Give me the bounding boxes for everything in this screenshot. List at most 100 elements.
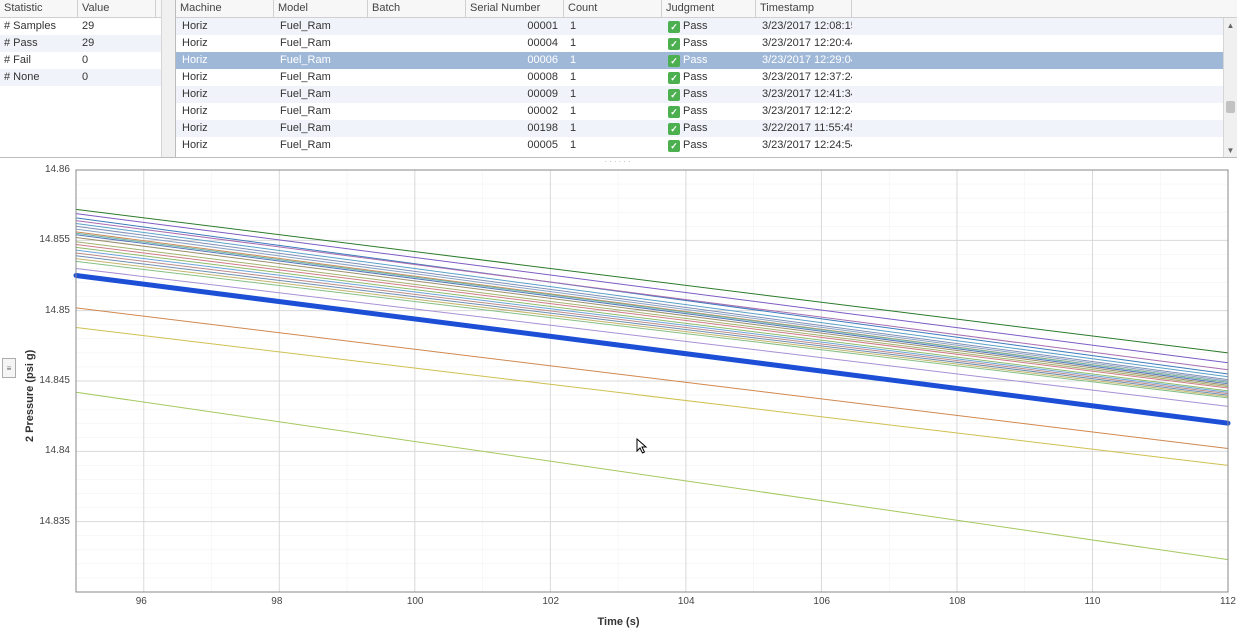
table-cell: 1: [564, 69, 662, 86]
x-tick-label: 108: [949, 596, 966, 607]
data-col-filler: [852, 0, 1237, 17]
table-row[interactable]: HorizFuel_Ram000021✓Pass3/23/2017 12:12:…: [176, 103, 1237, 120]
check-icon: ✓: [668, 55, 680, 67]
table-cell: ✓Pass: [662, 103, 756, 120]
judgment-text: Pass: [683, 137, 707, 154]
check-icon: ✓: [668, 89, 680, 101]
table-row[interactable]: HorizFuel_Ram001981✓Pass3/22/2017 11:55:…: [176, 120, 1237, 137]
table-cell: Fuel_Ram: [274, 52, 368, 69]
table-cell: 3/23/2017 12:29:04...: [756, 52, 852, 69]
stats-row[interactable]: # None0: [0, 69, 175, 86]
table-cell-filler: [852, 18, 1237, 35]
stats-cell-statistic: # Pass: [0, 35, 78, 52]
table-cell-filler: [852, 137, 1237, 154]
table-cell: 1: [564, 120, 662, 137]
table-cell: 1: [564, 103, 662, 120]
check-icon: ✓: [668, 21, 680, 33]
table-cell: [368, 52, 466, 69]
data-col-batch[interactable]: Batch: [368, 0, 466, 17]
table-cell: Horiz: [176, 35, 274, 52]
data-scrollbar[interactable]: ▲ ▼: [1223, 18, 1237, 157]
table-cell: [368, 137, 466, 154]
table-cell: Fuel_Ram: [274, 86, 368, 103]
x-tick-label: 96: [136, 596, 147, 607]
data-body: HorizFuel_Ram000011✓Pass3/23/2017 12:08:…: [176, 18, 1237, 157]
data-col-machine[interactable]: Machine: [176, 0, 274, 17]
stats-header: Statistic Value: [0, 0, 175, 18]
y-tick-label: 14.85: [30, 305, 70, 316]
table-row[interactable]: HorizFuel_Ram000041✓Pass3/23/2017 12:20:…: [176, 35, 1237, 52]
judgment-text: Pass: [683, 86, 707, 103]
data-col-count[interactable]: Count: [564, 0, 662, 17]
table-cell: Fuel_Ram: [274, 120, 368, 137]
x-tick-label: 106: [813, 596, 830, 607]
x-axis-label: Time (s): [598, 616, 640, 628]
table-cell: [368, 86, 466, 103]
stats-panel: Statistic Value # Samples29# Pass29# Fai…: [0, 0, 176, 157]
stats-row[interactable]: # Fail0: [0, 52, 175, 69]
x-tick-label: 98: [271, 596, 282, 607]
y-tick-label: 14.855: [30, 234, 70, 245]
judgment-text: Pass: [683, 69, 707, 86]
data-col-timestamp[interactable]: Timestamp: [756, 0, 852, 17]
scroll-down-icon[interactable]: ▼: [1224, 143, 1237, 157]
table-row[interactable]: HorizFuel_Ram000011✓Pass3/23/2017 12:08:…: [176, 18, 1237, 35]
scrollbar-thumb[interactable]: [1226, 101, 1235, 113]
table-cell: ✓Pass: [662, 120, 756, 137]
table-cell: Fuel_Ram: [274, 18, 368, 35]
stats-col-value[interactable]: Value: [78, 0, 156, 17]
check-icon: ✓: [668, 38, 680, 50]
table-cell-filler: [852, 35, 1237, 52]
table-cell: 1: [564, 52, 662, 69]
table-cell: 3/23/2017 12:24:54...: [756, 137, 852, 154]
judgment-text: Pass: [683, 103, 707, 120]
stats-cell-statistic: # Fail: [0, 52, 78, 69]
table-cell: [368, 103, 466, 120]
table-cell: [368, 18, 466, 35]
check-icon: ✓: [668, 106, 680, 118]
table-row[interactable]: HorizFuel_Ram000051✓Pass3/23/2017 12:24:…: [176, 137, 1237, 154]
table-cell: Horiz: [176, 86, 274, 103]
table-cell: [368, 120, 466, 137]
table-cell: 1: [564, 137, 662, 154]
stats-col-statistic[interactable]: Statistic: [0, 0, 78, 17]
table-row[interactable]: HorizFuel_Ram000091✓Pass3/23/2017 12:41:…: [176, 86, 1237, 103]
table-row[interactable]: HorizFuel_Ram000061✓Pass3/23/2017 12:29:…: [176, 52, 1237, 69]
table-cell: 3/23/2017 12:20:44...: [756, 35, 852, 52]
judgment-text: Pass: [683, 18, 707, 35]
data-col-judgment[interactable]: Judgment: [662, 0, 756, 17]
data-col-model[interactable]: Model: [274, 0, 368, 17]
x-tick-label: 102: [542, 596, 559, 607]
table-cell: ✓Pass: [662, 86, 756, 103]
stats-cell-value: 29: [78, 18, 156, 35]
scroll-up-icon[interactable]: ▲: [1224, 18, 1237, 32]
table-cell: ✓Pass: [662, 35, 756, 52]
chart-plot[interactable]: [0, 158, 1237, 630]
stats-row[interactable]: # Pass29: [0, 35, 175, 52]
judgment-text: Pass: [683, 35, 707, 52]
table-cell: Horiz: [176, 137, 274, 154]
data-col-serial-number[interactable]: Serial Number: [466, 0, 564, 17]
table-cell: ✓Pass: [662, 18, 756, 35]
stats-cell-statistic: # Samples: [0, 18, 78, 35]
table-cell: Fuel_Ram: [274, 137, 368, 154]
stats-cell-value: 0: [78, 52, 156, 69]
table-cell: ✓Pass: [662, 137, 756, 154]
table-cell: 00008: [466, 69, 564, 86]
table-cell: 3/22/2017 11:55:45...: [756, 120, 852, 137]
table-cell: 3/23/2017 12:41:34...: [756, 86, 852, 103]
y-tick-label: 14.86: [30, 164, 70, 175]
check-icon: ✓: [668, 140, 680, 152]
table-cell: [368, 35, 466, 52]
data-header: MachineModelBatchSerial NumberCountJudgm…: [176, 0, 1237, 18]
table-cell: 3/23/2017 12:12:24...: [756, 103, 852, 120]
stats-scrollbar[interactable]: [161, 0, 175, 157]
table-cell: 1: [564, 86, 662, 103]
check-icon: ✓: [668, 72, 680, 84]
stats-row[interactable]: # Samples29: [0, 18, 175, 35]
x-tick-label: 100: [407, 596, 424, 607]
stats-cell-value: 29: [78, 35, 156, 52]
y-tick-label: 14.845: [30, 375, 70, 386]
table-cell: 3/23/2017 12:08:15...: [756, 18, 852, 35]
table-row[interactable]: HorizFuel_Ram000081✓Pass3/23/2017 12:37:…: [176, 69, 1237, 86]
